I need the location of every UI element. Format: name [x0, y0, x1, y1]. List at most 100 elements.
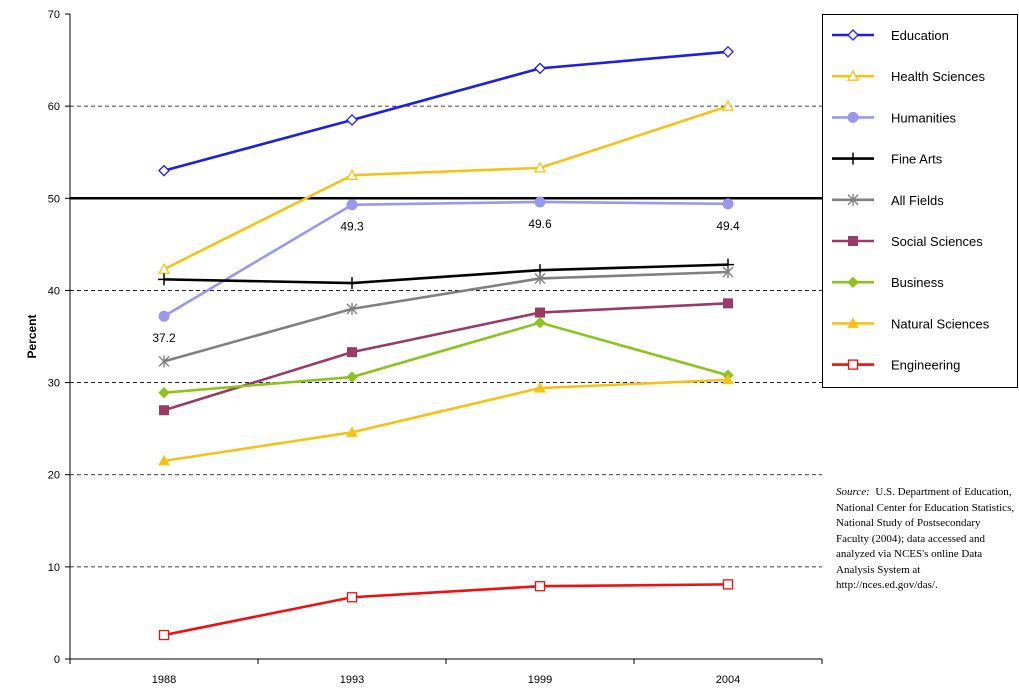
source-text: U.S. Department of Education, National C… [836, 486, 1015, 591]
legend-label-all-fields: All Fields [891, 193, 944, 208]
legend-label-fine-arts: Fine Arts [891, 152, 943, 167]
data-labels: 37.2 49.3 49.6 49.4 [152, 217, 740, 345]
point-health-sciences-1993 [345, 168, 359, 180]
legend-item-business: Business [832, 275, 944, 290]
x-tick-label-1993: 1993 [340, 674, 364, 686]
point-health-sciences-1999 [533, 161, 547, 173]
point-engineering-1993 [346, 592, 358, 603]
axes [65, 13, 823, 664]
point-social-sciences-1988 [159, 405, 169, 416]
point-fine-arts-1993 [346, 277, 358, 290]
source-note: Source: U.S. Department of Education, Na… [836, 485, 1016, 594]
point-education-1993 [346, 114, 358, 126]
legend-label-engineering: Engineering [891, 358, 960, 373]
legend-marker-engineering [847, 359, 859, 370]
legend-item-all-fields: All Fields [832, 193, 944, 208]
legend: Education Health Sciences Humanities Fine A… [822, 14, 1018, 388]
y-tick-label-50: 50 [48, 193, 60, 205]
legend-label-education: Education [891, 28, 949, 43]
point-humanities-1988 [158, 310, 170, 322]
y-tick-label-10: 10 [48, 562, 60, 574]
series-line-social-sciences [163, 302, 729, 412]
legend-label-natural-sciences: Natural Sciences [891, 316, 990, 331]
point-all-fields-2004 [722, 266, 734, 278]
series-health-sciences [157, 99, 735, 274]
y-tick-label-70: 70 [48, 9, 60, 21]
point-engineering-1999 [534, 581, 546, 592]
legend-marker-business [847, 276, 859, 288]
legend-marker-education [847, 29, 859, 41]
point-humanities-2004 [722, 198, 734, 210]
legend-marker-humanities [847, 111, 859, 123]
legend-label-humanities: Humanities [891, 110, 957, 125]
legend-label-social-sciences: Social Sciences [891, 234, 983, 249]
point-engineering-2004 [722, 579, 734, 590]
series-line-natural-sciences [163, 378, 729, 463]
series-line-humanities [163, 200, 729, 318]
series-humanities [158, 196, 734, 322]
legend-marker-social-sciences [848, 236, 858, 246]
legend-label-business: Business [891, 275, 944, 290]
point-humanities-1993 [346, 199, 358, 211]
legend-marker-health-sciences [846, 69, 860, 81]
point-education-2004 [722, 45, 734, 58]
series-social-sciences [159, 298, 733, 416]
legend-marker-all-fields [847, 193, 859, 206]
y-tick-label-30: 30 [48, 378, 60, 390]
legend-item-health-sciences: Health Sciences [832, 69, 985, 84]
legend-marker-fine-arts [847, 152, 859, 165]
point-social-sciences-1999 [535, 307, 545, 318]
y-tick-label-0: 0 [54, 654, 60, 666]
source-label: Source: [836, 486, 870, 498]
legend-item-fine-arts: Fine Arts [832, 152, 943, 167]
series-engineering [158, 579, 734, 641]
legend-item-engineering: Engineering [832, 358, 960, 373]
data-label-1999: 49.6 [528, 217, 552, 231]
point-business-1993 [346, 371, 358, 383]
legend-marker-natural-sciences [847, 317, 859, 328]
legend-item-natural-sciences: Natural Sciences [832, 316, 990, 331]
series-all-fields [158, 266, 734, 368]
point-business-1999 [534, 316, 546, 329]
data-label-1988: 37.2 [152, 331, 176, 345]
y-tick-labels: 0 10 20 30 40 50 60 70 [48, 9, 60, 666]
legend-item-social-sciences: Social Sciences [832, 234, 983, 249]
point-business-1988 [158, 387, 170, 399]
point-natural-sciences-1988 [158, 454, 170, 466]
point-natural-sciences-1993 [346, 426, 358, 437]
point-engineering-1988 [158, 629, 170, 641]
y-tick-label-40: 40 [48, 285, 60, 297]
point-all-fields-1993 [346, 302, 358, 315]
series-fine-arts [158, 258, 734, 290]
data-label-2004: 49.4 [716, 219, 740, 233]
series-natural-sciences [158, 373, 734, 466]
series-line-all-fields [163, 270, 729, 363]
legend-item-humanities: Humanities [832, 110, 957, 125]
point-social-sciences-2004 [723, 298, 733, 309]
x-tick-label-2004: 2004 [716, 674, 740, 686]
point-natural-sciences-1999 [534, 382, 546, 393]
y-tick-label-20: 20 [48, 470, 60, 482]
point-health-sciences-2004 [721, 99, 735, 111]
series-line-health-sciences [163, 104, 729, 271]
point-humanities-1999 [534, 196, 546, 208]
point-all-fields-1988 [158, 355, 170, 368]
point-all-fields-1999 [534, 272, 546, 285]
x-tick-label-1988: 1988 [152, 674, 176, 686]
series-line-business [163, 321, 729, 395]
data-label-1993: 49.3 [340, 220, 364, 234]
series-line-fine-arts [163, 263, 729, 285]
point-health-sciences-1988 [157, 262, 171, 274]
legend-item-education: Education [832, 28, 949, 43]
point-education-1988 [158, 164, 170, 177]
y-axis-label: Percent [25, 314, 39, 358]
y-tick-label-60: 60 [48, 101, 60, 113]
gridlines [70, 105, 822, 568]
series-line-engineering [163, 583, 729, 637]
point-natural-sciences-2004 [722, 373, 734, 385]
x-tick-labels: 1988 1993 1999 2004 [152, 674, 740, 686]
x-tick-label-1999: 1999 [528, 674, 552, 686]
series-business [158, 316, 734, 399]
point-fine-arts-1988 [158, 273, 170, 286]
